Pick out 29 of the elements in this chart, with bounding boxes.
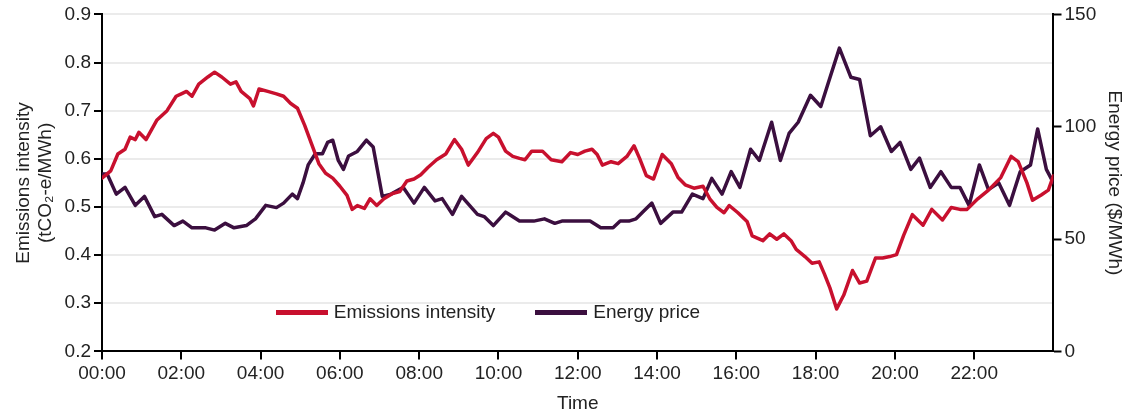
x-axis-title: Time	[556, 391, 599, 413]
y2-tick-label: 150	[1064, 2, 1097, 24]
x-tick-label: 14:00	[633, 362, 681, 384]
x-tick-label: 16:00	[712, 362, 761, 384]
y-tick-label: 0.3	[64, 291, 92, 313]
x-tick-label: 18:00	[791, 362, 840, 384]
x-tick-label: 10:00	[474, 362, 523, 384]
y-tick-label: 0.5	[64, 195, 92, 217]
x-tick-label: 12:00	[553, 362, 602, 384]
x-tick-label: 02:00	[157, 362, 206, 384]
y-tick-label: 0.4	[64, 243, 92, 265]
y-tick-label: 0.8	[64, 50, 92, 72]
x-tick-label: 22:00	[950, 362, 998, 384]
x-tick-label: 00:00	[78, 362, 126, 384]
y2-tick-label: 0	[1064, 339, 1076, 361]
y-tick-label: 0.6	[64, 147, 92, 169]
y-tick-label: 0.9	[64, 2, 92, 24]
y-tick-label: 0.2	[64, 339, 92, 361]
x-tick-label: 06:00	[316, 362, 364, 384]
x-tick-label: 20:00	[871, 362, 919, 384]
y2-axis-title: Energy price ($/MWh)	[1105, 90, 1127, 276]
y2-tick-label: 50	[1064, 227, 1086, 249]
y-axis-title: Emissions intensity (tCO₂-e/MWh)	[11, 101, 56, 264]
y-tick-label: 0.7	[64, 98, 92, 120]
legend-label: Energy price	[593, 301, 700, 324]
x-tick-label: 04:00	[236, 362, 285, 384]
y2-tick-label: 100	[1064, 114, 1097, 136]
legend-label: Emissions intensity	[333, 301, 496, 324]
x-tick-label: 08:00	[395, 362, 443, 384]
